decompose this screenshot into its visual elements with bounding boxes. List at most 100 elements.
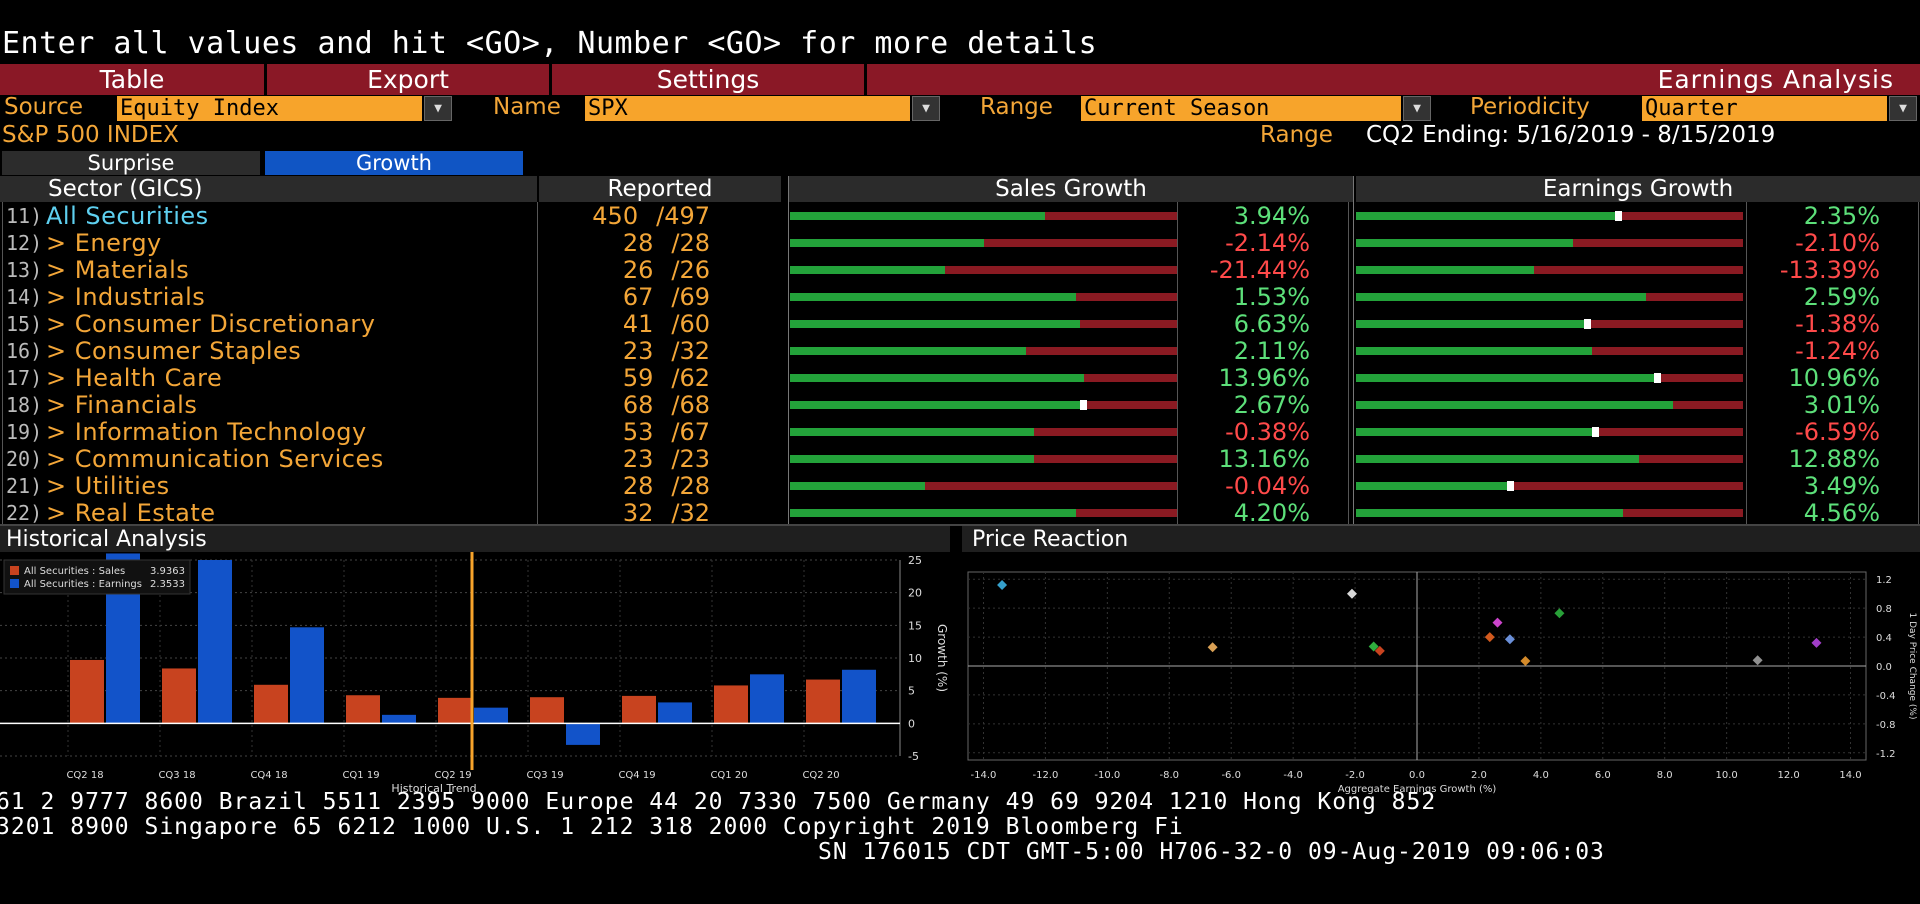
- sector-name[interactable]: > Consumer Staples: [46, 337, 302, 365]
- earnings-bar: [566, 723, 600, 745]
- sales-bar: [162, 668, 196, 724]
- x-tick-label: 2.0: [1471, 770, 1487, 781]
- earnings-growth-value: 3.49%: [1803, 472, 1880, 500]
- periodicity-select[interactable]: Quarter: [1642, 96, 1887, 121]
- reported-column-header[interactable]: Reported: [539, 176, 781, 202]
- table-row[interactable]: 18) > Financials 68/68 2.67% 3.01%: [0, 391, 1920, 419]
- sector-name[interactable]: > Consumer Discretionary: [46, 310, 376, 338]
- table-row[interactable]: 21) > Utilities 28/28 -0.04% 3.49%: [0, 472, 1920, 500]
- row-number: 15): [6, 312, 43, 336]
- earnings-growth-bar: [1356, 211, 1743, 221]
- sales-growth-fill: [790, 320, 1081, 328]
- reported-count: 28/28: [622, 472, 710, 500]
- sales-bar: [70, 659, 104, 724]
- earnings-growth-column-header[interactable]: Earnings Growth: [1356, 176, 1920, 202]
- sector-column-header[interactable]: Sector (GICS): [0, 176, 537, 202]
- earnings-growth-bar: [1356, 293, 1743, 301]
- legend-label: All Securities : Sales: [24, 566, 125, 577]
- periodicity-dropdown-icon[interactable]: ▼: [1889, 96, 1917, 121]
- range-dropdown-icon[interactable]: ▼: [1403, 96, 1431, 121]
- sales-growth-bar: [790, 374, 1177, 382]
- table-row[interactable]: 13) > Materials 26/26 -21.44% -13.39%: [0, 256, 1920, 284]
- x-tick-label: 14.0: [1839, 770, 1861, 781]
- earnings-growth-fill: [1356, 482, 1507, 490]
- table-button[interactable]: Table: [99, 65, 165, 94]
- sales-growth-column-header[interactable]: Sales Growth: [789, 176, 1353, 202]
- table-row[interactable]: 22) > Real Estate 32/32 4.20% 4.56%: [0, 499, 1920, 527]
- sector-name[interactable]: All Securities: [46, 202, 209, 230]
- table-row[interactable]: 19) > Information Technology 53/67 -0.38% -6…: [0, 418, 1920, 446]
- reported-count: 59/62: [622, 364, 710, 392]
- source-dropdown-icon[interactable]: ▼: [424, 96, 452, 121]
- source-select[interactable]: Equity Index: [117, 96, 422, 121]
- sales-growth-value: 13.16%: [1218, 445, 1310, 473]
- menu-divider: [264, 64, 267, 95]
- export-button[interactable]: Export: [367, 65, 449, 94]
- y-tick-label: -0.4: [1876, 691, 1896, 702]
- earnings-growth-bar: [1356, 455, 1743, 463]
- earnings-growth-value: 12.88%: [1788, 445, 1880, 473]
- footer-contact-line: 61 2 9777 8600 Brazil 5511 2395 9000 Eur…: [0, 789, 1437, 815]
- sales-growth-fill: [790, 347, 1027, 355]
- y-tick-label: 0.8: [1876, 604, 1892, 615]
- menu-divider: [549, 64, 552, 95]
- table-row[interactable]: 11) All Securities 450/497 3.94% 2.35%: [0, 202, 1920, 230]
- name-input[interactable]: SPX: [585, 96, 910, 121]
- table-row[interactable]: 20) > Communication Services 23/23 13.16% 12…: [0, 445, 1920, 473]
- y-tick-label: -0.8: [1876, 720, 1896, 731]
- sector-name[interactable]: > Utilities: [46, 472, 170, 500]
- earnings-bar: [842, 669, 876, 724]
- sales-growth-value: 3.94%: [1233, 202, 1310, 230]
- table-row[interactable]: 14) > Industrials 67/69 1.53% 2.59%: [0, 283, 1920, 311]
- table-row[interactable]: 15) > Consumer Discretionary 41/60 6.63% -1.…: [0, 310, 1920, 338]
- reported-count: 450/497: [592, 202, 710, 230]
- grid-line: [537, 202, 538, 524]
- sector-name[interactable]: > Communication Services: [46, 445, 384, 473]
- earnings-growth-bar: [1356, 347, 1743, 355]
- x-tick-label: CQ3 18: [158, 770, 195, 781]
- sector-name[interactable]: > Industrials: [46, 283, 206, 311]
- table-row[interactable]: 16) > Consumer Staples 23/32 2.11% -1.24%: [0, 337, 1920, 365]
- sector-name[interactable]: > Health Care: [46, 364, 223, 392]
- x-axis-label: Aggregate Earnings Growth (%): [1338, 784, 1497, 795]
- historical-analysis-title: Historical Analysis: [6, 527, 207, 552]
- price-reaction-title: Price Reaction: [972, 527, 1129, 552]
- sales-growth-bar: [790, 509, 1177, 517]
- x-tick-label: 8.0: [1657, 770, 1673, 781]
- y-tick-label: 10: [908, 652, 922, 665]
- sector-name[interactable]: > Information Technology: [46, 418, 367, 446]
- sales-growth-value: -0.38%: [1225, 418, 1310, 446]
- settings-button[interactable]: Settings: [656, 65, 760, 94]
- tab-surprise[interactable]: Surprise: [2, 151, 260, 175]
- data-point: [997, 580, 1008, 591]
- range-select[interactable]: Current Season: [1081, 96, 1401, 121]
- reported-count: 68/68: [622, 391, 710, 419]
- y-tick-label: 0.4: [1876, 633, 1892, 644]
- data-point: [1520, 655, 1531, 666]
- sector-name[interactable]: > Financials: [46, 391, 198, 419]
- sales-growth-bar: [790, 482, 1177, 490]
- command-prompt: Enter all values and hit <GO>, Number <G…: [2, 26, 1098, 61]
- sales-growth-bar: [790, 455, 1177, 463]
- sector-name[interactable]: > Materials: [46, 256, 190, 284]
- x-tick-label: CQ4 19: [618, 770, 655, 781]
- row-number: 14): [6, 285, 43, 309]
- sales-bar: [438, 697, 472, 724]
- earnings-growth-fill: [1356, 293, 1647, 301]
- table-row[interactable]: 12) > Energy 28/28 -2.14% -2.10%: [0, 229, 1920, 257]
- x-tick-label: CQ2 18: [66, 770, 103, 781]
- sales-growth-value: -21.44%: [1209, 256, 1310, 284]
- grid-line: [1177, 202, 1178, 524]
- tab-growth[interactable]: Growth: [265, 151, 523, 175]
- name-dropdown-icon[interactable]: ▼: [912, 96, 940, 121]
- y-tick-label: 0.0: [1876, 662, 1892, 673]
- sales-growth-fill: [790, 293, 1077, 301]
- earnings-growth-marker: [1653, 373, 1661, 383]
- sector-name[interactable]: > Real Estate: [46, 499, 216, 527]
- table-row[interactable]: 17) > Health Care 59/62 13.96% 10.96%: [0, 364, 1920, 392]
- y-axis-label: Growth (%): [935, 624, 949, 692]
- x-tick-label: 6.0: [1595, 770, 1611, 781]
- sector-name[interactable]: > Energy: [46, 229, 162, 257]
- reported-value: 32: [622, 499, 654, 527]
- reported-value: 67: [622, 283, 654, 311]
